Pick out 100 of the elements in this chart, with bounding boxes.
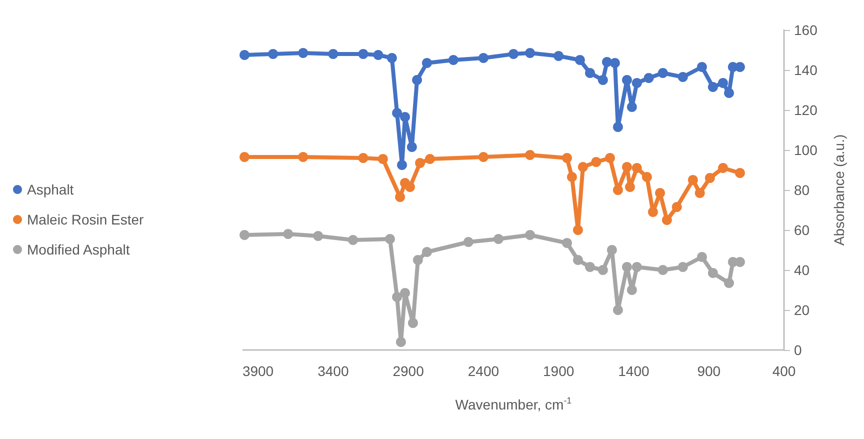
point <box>572 225 583 235</box>
point <box>598 75 608 85</box>
point <box>648 207 658 217</box>
point <box>662 215 672 225</box>
point <box>708 268 718 278</box>
point <box>422 247 432 257</box>
point <box>396 337 406 347</box>
point <box>591 157 602 167</box>
point <box>525 230 536 240</box>
point <box>604 153 615 163</box>
point <box>612 122 623 132</box>
x-tick-label: 3900 <box>242 363 274 379</box>
point <box>696 62 707 72</box>
point <box>508 49 518 59</box>
y-tick-label: 60 <box>794 222 810 238</box>
point <box>392 108 402 118</box>
point <box>612 185 623 195</box>
point <box>718 163 728 173</box>
y-tick-label: 20 <box>794 302 810 318</box>
point <box>478 53 488 63</box>
point <box>624 182 635 192</box>
point <box>408 318 418 328</box>
point <box>672 202 682 212</box>
point <box>708 82 718 92</box>
point <box>622 262 632 272</box>
point <box>626 285 637 295</box>
point <box>478 152 488 162</box>
point <box>694 188 705 198</box>
legend-label: Modified Asphalt <box>27 242 130 258</box>
point <box>378 154 388 164</box>
point <box>373 50 384 60</box>
x-tick-label: 900 <box>697 363 721 379</box>
point <box>696 252 707 262</box>
point <box>622 75 632 85</box>
point <box>283 229 294 239</box>
y-tick-label: 40 <box>794 262 810 278</box>
point <box>412 75 422 85</box>
point <box>724 88 734 98</box>
x-tick-label: 3400 <box>318 363 349 379</box>
y-tick-label: 160 <box>794 22 818 38</box>
x-tick-label: 2400 <box>468 363 500 379</box>
point <box>632 262 642 272</box>
point <box>562 153 572 163</box>
point <box>298 152 308 162</box>
point <box>724 278 734 288</box>
x-tick-label: 1900 <box>543 363 574 379</box>
point <box>358 153 368 163</box>
point <box>463 237 474 247</box>
point <box>328 49 338 59</box>
point <box>348 235 358 245</box>
point <box>392 292 402 302</box>
point <box>688 175 698 185</box>
point <box>554 51 564 61</box>
point <box>610 58 620 68</box>
point <box>572 255 583 265</box>
x-tick-label: 1400 <box>618 363 650 379</box>
point <box>602 57 612 67</box>
point <box>606 245 617 255</box>
y-tick-label: 80 <box>794 182 810 198</box>
point <box>525 48 536 58</box>
y-tick-label: 140 <box>794 62 818 78</box>
point <box>658 265 668 275</box>
point <box>734 62 745 72</box>
point <box>240 152 250 162</box>
legend-label: Asphalt <box>27 182 74 198</box>
point <box>626 102 637 112</box>
point <box>493 234 504 244</box>
legend-label: Maleic Rosin Ester <box>27 212 144 228</box>
point <box>678 262 688 272</box>
point <box>384 234 395 244</box>
point <box>574 55 585 65</box>
point <box>632 78 642 88</box>
point <box>585 262 595 272</box>
point <box>585 68 595 78</box>
point <box>395 192 406 202</box>
point <box>718 78 728 88</box>
point <box>422 58 432 68</box>
point <box>678 72 688 82</box>
point <box>632 163 642 173</box>
point <box>313 231 324 241</box>
x-tick-label: 400 <box>772 363 796 379</box>
point <box>644 73 654 83</box>
point <box>240 230 250 240</box>
point <box>598 265 608 275</box>
point <box>658 68 668 78</box>
point <box>578 162 588 172</box>
point <box>268 49 278 59</box>
point <box>400 112 410 122</box>
point <box>424 154 435 164</box>
point <box>525 150 536 160</box>
point <box>386 53 397 63</box>
point <box>358 49 368 59</box>
point <box>397 160 407 170</box>
point <box>642 172 652 182</box>
point <box>404 182 415 192</box>
point <box>400 288 410 298</box>
point <box>655 188 666 198</box>
point <box>734 168 745 178</box>
point <box>298 48 308 58</box>
point <box>448 55 458 65</box>
